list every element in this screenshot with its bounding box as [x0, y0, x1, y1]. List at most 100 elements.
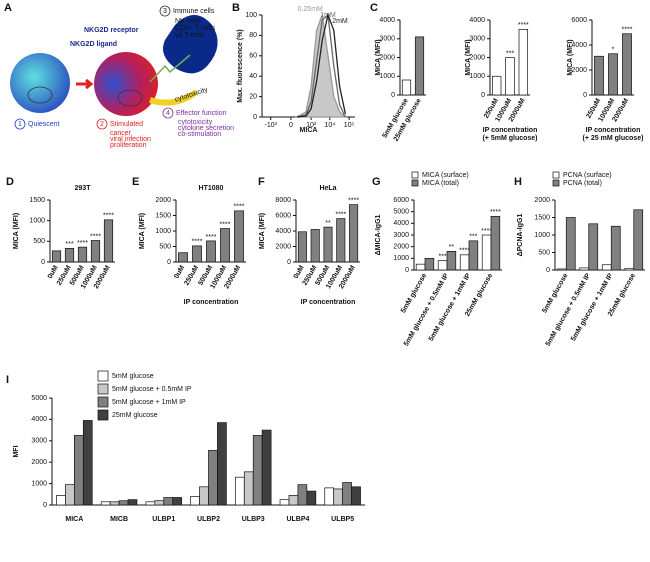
significance: **** — [77, 240, 88, 247]
bar — [333, 488, 343, 506]
significance: **** — [459, 248, 470, 255]
y-tick-label: 500 — [538, 249, 550, 256]
x-tick-label: 10³ — [306, 122, 317, 129]
legend-swatch — [97, 370, 109, 382]
nucleus — [27, 86, 53, 104]
bar — [190, 496, 200, 506]
y-tick-label: 1500 — [29, 197, 45, 204]
number-circle — [162, 107, 174, 119]
legend-label: 5mM glucose + 1mM IP — [112, 399, 186, 406]
bar — [579, 267, 590, 271]
legend-label: 25mM glucose — [112, 412, 158, 419]
bar — [261, 429, 272, 506]
y-tick-label: 1000 — [155, 228, 171, 235]
x-tick-label: 5mM glucose + 1mM IP — [570, 272, 615, 342]
bar — [349, 204, 359, 263]
number-circle — [96, 118, 108, 130]
y-axis-label: MFI — [13, 445, 20, 457]
x-tick-label: MICA — [65, 516, 83, 523]
y-tick-label: 3000 — [469, 36, 485, 43]
bar — [64, 248, 75, 263]
receptor-link — [149, 54, 191, 83]
significance: **** — [103, 213, 114, 220]
panel-label: E — [132, 176, 139, 188]
x-tick-label: ULBP2 — [197, 516, 220, 523]
bar — [90, 240, 101, 263]
y-tick-label: 1000 — [469, 73, 485, 80]
panel-label: G — [372, 176, 381, 188]
y-tick-label: 1500 — [534, 214, 550, 221]
significance: **** — [90, 233, 101, 240]
arrow-label: cytotoxicity — [174, 86, 209, 103]
y-tick-label: 3000 — [31, 438, 47, 445]
y-tick-label: 0 — [43, 502, 47, 509]
chart-title: HeLa — [319, 185, 336, 192]
bar — [217, 422, 227, 506]
legend-swatch — [97, 383, 109, 395]
bar — [208, 450, 218, 506]
y-tick-label: 6000 — [275, 212, 291, 219]
bar — [65, 484, 75, 506]
bar — [518, 29, 529, 96]
legend-swatch — [97, 409, 109, 421]
y-tick-label: 60 — [249, 53, 257, 60]
y-axis-label: MICA (MFI) — [13, 213, 20, 249]
receptor-label: NKG2D receptor — [84, 27, 139, 34]
y-tick-label: 80 — [249, 32, 257, 39]
legend-swatch — [552, 179, 560, 187]
bar — [481, 234, 492, 271]
panel-label: D — [6, 176, 14, 188]
bar — [74, 435, 84, 506]
y-tick-label: 4000 — [571, 42, 587, 49]
y-axis-label: Max. fluorescence (%) — [237, 29, 244, 103]
significance: *** — [439, 254, 447, 261]
y-tick-label: 2000 — [534, 197, 550, 204]
significance: *** — [469, 234, 477, 241]
significance: **** — [622, 27, 633, 34]
legend-label: MICA (total) — [422, 180, 459, 187]
bar — [297, 484, 308, 506]
x-tick-label: 5mM glucose + 1mM IP — [428, 272, 473, 342]
x-tick-label: ULBP3 — [242, 516, 265, 523]
bar — [491, 75, 502, 96]
y-tick-label: 2000 — [275, 243, 291, 250]
bar — [234, 476, 245, 506]
effector-item: co-stimulation — [178, 131, 221, 138]
y-tick-label: 6000 — [393, 197, 409, 204]
y-axis-label: ΔPCNA-IgG1 — [517, 214, 524, 257]
y-tick-label: 40 — [249, 73, 257, 80]
y-tick-label: 1000 — [31, 480, 47, 487]
x-tick-label: -10³ — [265, 122, 278, 129]
x-axis-label: (+ 25 mM glucose) — [583, 135, 644, 142]
bar — [342, 482, 352, 506]
legend-label: 5mM glucose + 0.5mM IP — [112, 386, 192, 393]
y-axis-label: ΔMICA-IgG1 — [375, 214, 382, 255]
y-axis-label: MICA (MFI) — [259, 213, 266, 249]
significance: ** — [325, 220, 331, 227]
x-axis-label: IP concentration — [184, 299, 239, 306]
bar — [633, 209, 644, 271]
bar — [323, 226, 333, 263]
bar — [206, 240, 216, 263]
chart-title: HT1080 — [199, 185, 224, 192]
significance: **** — [206, 234, 217, 241]
bar — [324, 487, 335, 506]
significance: **** — [518, 22, 529, 29]
effector-item: cytokine secretion — [178, 125, 234, 132]
bar — [490, 215, 501, 271]
x-axis-label: IP concentration — [586, 127, 641, 134]
y-tick-label: 2000 — [155, 197, 171, 204]
nucleus — [117, 89, 143, 107]
stimulated-item: proliferation — [110, 142, 147, 149]
y-tick-label: 6000 — [571, 17, 587, 24]
bar — [336, 218, 346, 263]
immune-cell — [162, 15, 218, 74]
number-circle — [14, 118, 26, 130]
x-tick-label: 0uM — [173, 264, 186, 280]
stimulated-cell — [94, 52, 158, 116]
immune-item: NK cells — [175, 18, 201, 25]
panel-a: A cytotoxicity NKG2D receptor NKG2D liga… — [4, 2, 234, 149]
significance: ** — [449, 244, 455, 251]
y-axis-label: MICA (MFI) — [375, 39, 382, 75]
